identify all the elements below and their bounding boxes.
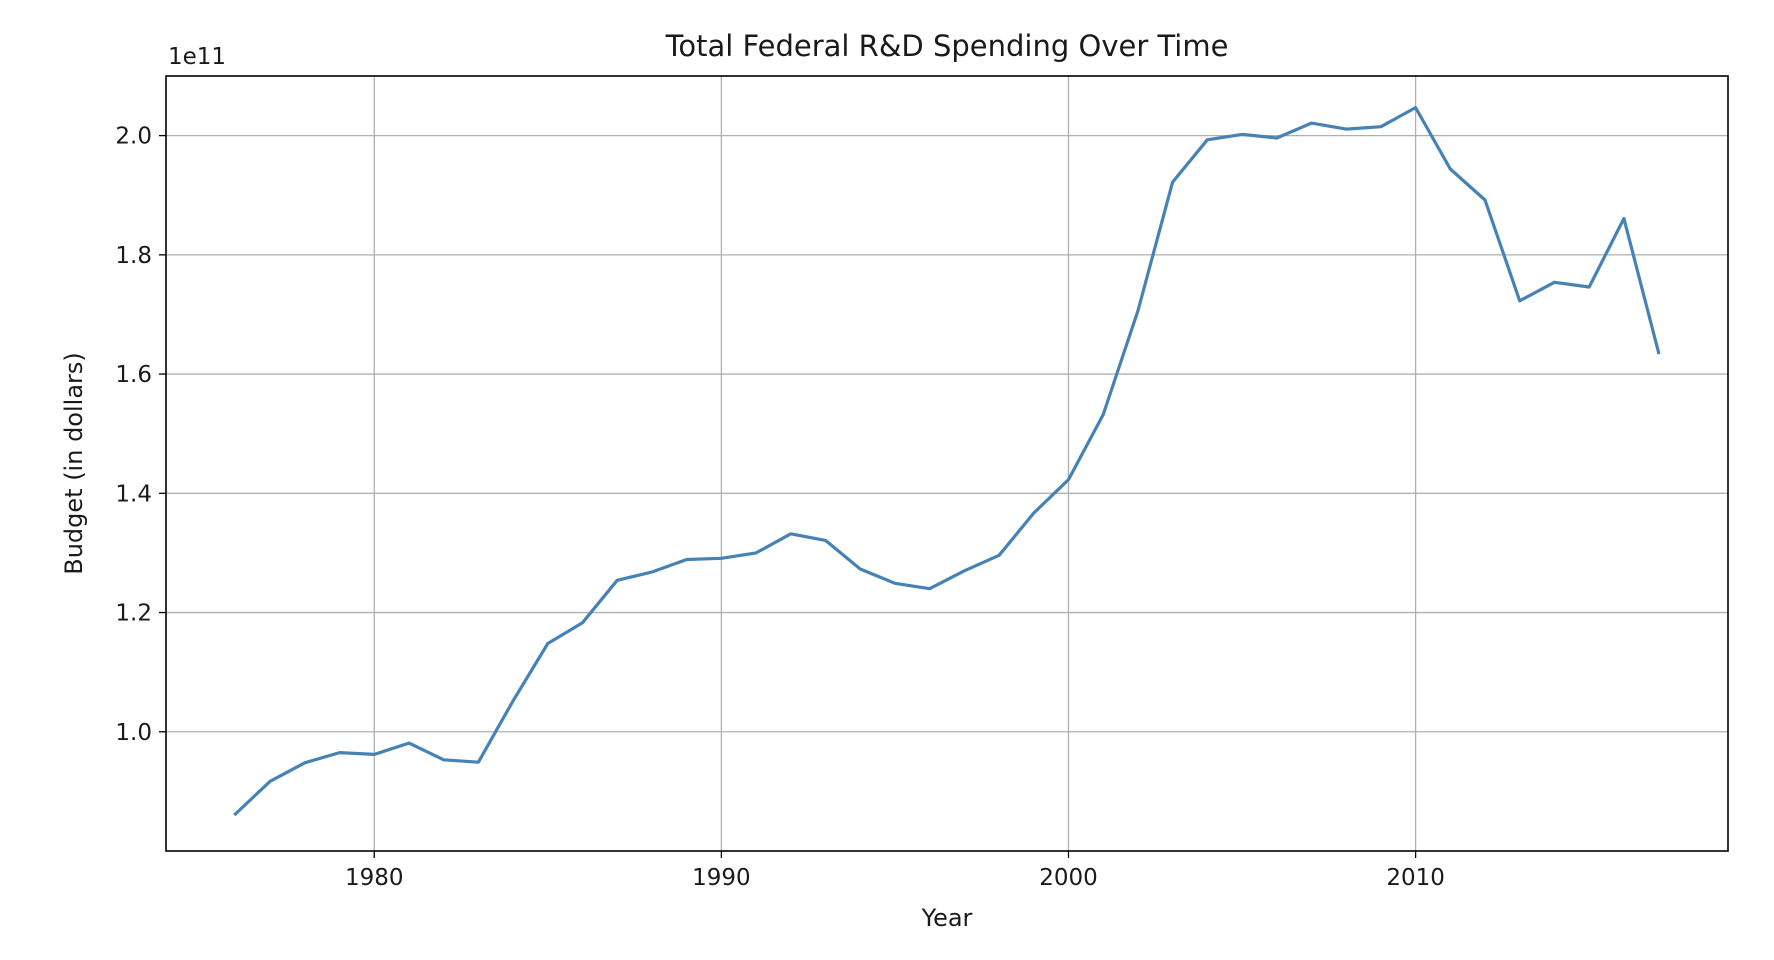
y-axis-offset-label: 1e11 [168,44,226,70]
y-tick-label: 1.2 [115,601,152,627]
axis-ticks: 1980 1990 2000 2010 1.0 1.2 1.4 1.6 1.8 2.0 [115,124,1444,891]
y-tick-label: 1.0 [115,720,152,746]
x-tick-label: 1980 [345,865,404,891]
y-tick-label: 1.4 [115,481,152,507]
plot-frame [165,75,1729,852]
series-line [233,105,1661,817]
y-tick-label: 1.8 [115,243,152,269]
x-tick-label: 2010 [1386,865,1445,891]
y-axis-label: Budget (in dollars) [60,352,88,575]
y-tick-label: 1.6 [115,362,152,388]
x-tick-label: 2000 [1039,865,1098,891]
y-tick-label: 2.0 [115,124,152,150]
series-lines [233,105,1661,817]
grid-lines [166,76,1728,851]
chart-title: Total Federal R&D Spending Over Time [665,29,1229,63]
x-tick-label: 1990 [692,865,751,891]
x-axis-label: Year [921,904,973,932]
